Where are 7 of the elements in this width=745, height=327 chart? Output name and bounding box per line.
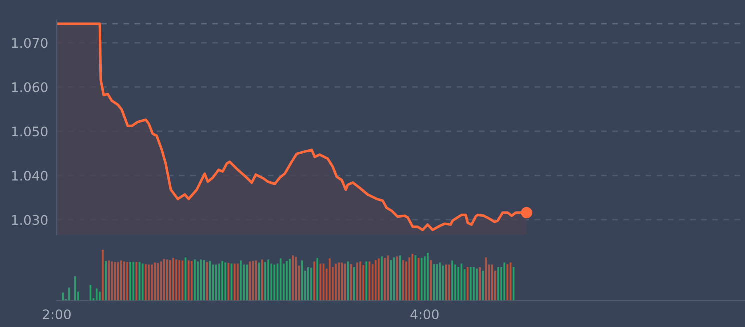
y-tick-label: 1.070 (12, 38, 48, 48)
y-tick-label: 1.060 (12, 82, 48, 92)
y-tick-label: 1.050 (12, 126, 48, 137)
y-tick-label: 1.030 (12, 215, 48, 226)
y-tick-label: 1.040 (12, 170, 48, 181)
x-tick-label: 2:00 (43, 310, 71, 320)
x-tick-label: 4:00 (410, 310, 439, 320)
